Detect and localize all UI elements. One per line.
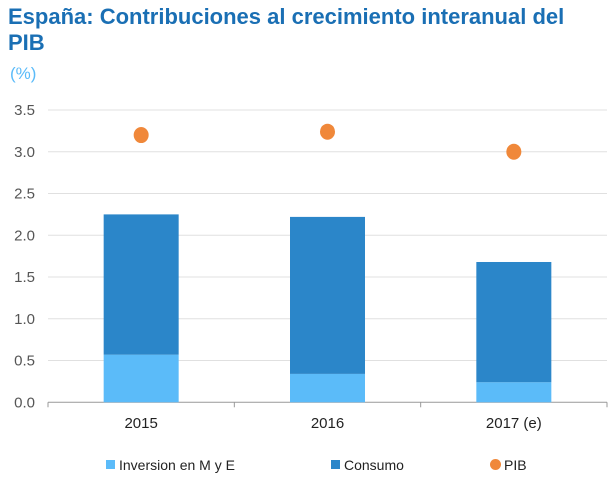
chart-title: España: Contribuciones al crecimiento in…	[8, 4, 565, 55]
y-tick-label: 0.0	[14, 394, 35, 411]
legend-label: Consumo	[344, 457, 404, 473]
point-pib	[506, 143, 522, 160]
legend-label: Inversion en M y E	[119, 457, 235, 473]
y-tick-label: 2.5	[14, 186, 35, 203]
y-tick-label: 2.0	[14, 227, 35, 244]
unit-label: (%)	[10, 64, 37, 83]
legend-label: PIB	[504, 457, 527, 473]
legend-swatch	[331, 460, 340, 469]
bar-inversion-en-m-y-e	[290, 373, 365, 403]
bar-consumo	[476, 261, 552, 383]
bar-consumo	[290, 216, 365, 374]
point-pib	[133, 127, 149, 144]
y-tick-label: 1.0	[14, 311, 35, 328]
point-pib	[320, 123, 335, 140]
bar-inversion-en-m-y-e	[103, 354, 179, 403]
y-tick-label: 0.5	[14, 353, 35, 370]
x-tick-label: 2015	[124, 415, 157, 432]
bar-consumo	[103, 214, 179, 355]
x-tick-label: 2017 (e)	[486, 415, 542, 432]
bar-inversion-en-m-y-e	[476, 382, 552, 403]
legend-swatch	[490, 459, 501, 470]
legend-swatch	[106, 460, 115, 469]
y-tick-label: 1.5	[14, 269, 35, 286]
x-tick-label: 2016	[311, 415, 344, 432]
y-tick-label: 3.0	[14, 144, 35, 161]
y-tick-label: 3.5	[14, 102, 35, 119]
